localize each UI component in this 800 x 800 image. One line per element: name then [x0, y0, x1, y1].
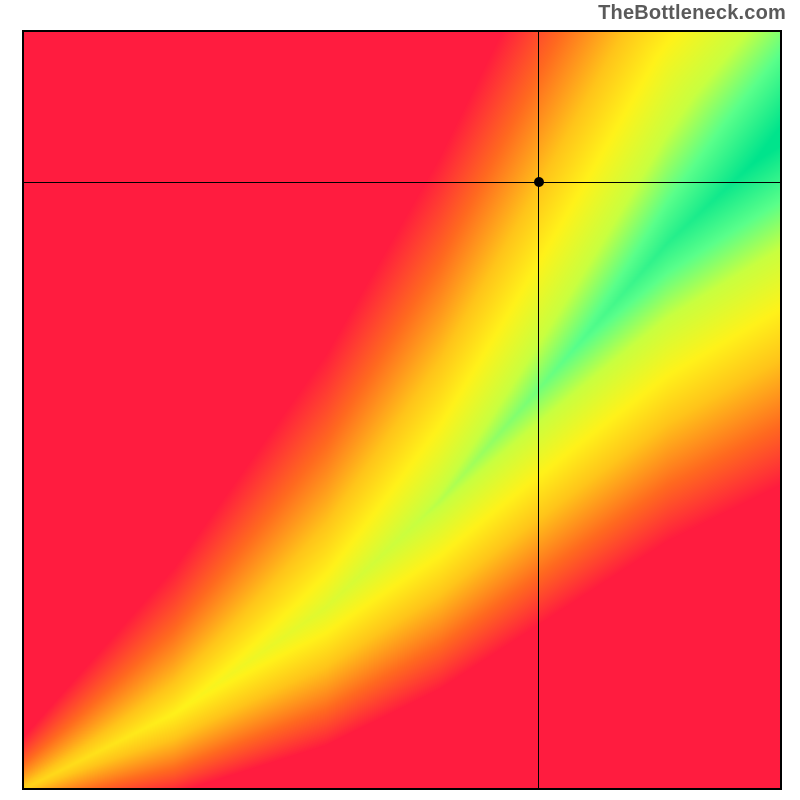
attribution-text: TheBottleneck.com: [598, 2, 786, 25]
crosshair-vertical: [538, 30, 539, 790]
crosshair-horizontal: [22, 182, 782, 183]
chart-frame: [22, 30, 782, 790]
chart-container: TheBottleneck.com: [0, 0, 800, 800]
crosshair-marker: [534, 177, 544, 187]
